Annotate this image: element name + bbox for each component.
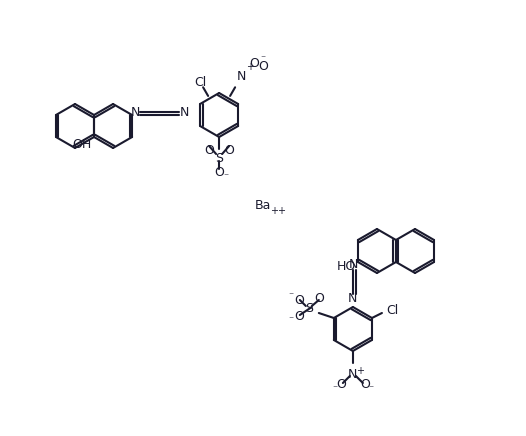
Text: N: N (348, 293, 358, 306)
Text: ++: ++ (270, 206, 286, 216)
Text: Ba: Ba (255, 200, 271, 212)
Text: N: N (130, 106, 140, 119)
Text: N: N (349, 259, 359, 272)
Text: Cl: Cl (386, 303, 398, 317)
Text: O: O (314, 292, 324, 304)
Text: ⁻: ⁻ (288, 315, 294, 325)
Text: N: N (179, 106, 189, 119)
Text: O: O (204, 144, 214, 157)
Text: HO: HO (336, 260, 356, 273)
Text: N: N (348, 368, 358, 381)
Text: ⁻: ⁻ (224, 172, 229, 182)
Text: ⁻: ⁻ (260, 54, 265, 64)
Text: OH: OH (73, 139, 92, 151)
Text: Cl: Cl (194, 75, 206, 89)
Text: ⁻: ⁻ (332, 384, 338, 394)
Text: O: O (360, 378, 370, 392)
Text: ⁻: ⁻ (368, 384, 373, 394)
Text: O: O (294, 293, 304, 307)
Text: N: N (236, 70, 246, 83)
Text: O: O (258, 61, 268, 73)
Text: O: O (336, 378, 346, 392)
Text: +: + (246, 62, 254, 72)
Text: O: O (294, 310, 304, 323)
Text: O: O (224, 144, 234, 157)
Text: S: S (305, 302, 313, 314)
Text: +: + (356, 366, 364, 376)
Text: ⁻: ⁻ (288, 291, 294, 301)
Text: O: O (214, 166, 224, 178)
Text: S: S (215, 153, 223, 166)
Text: O: O (249, 57, 259, 69)
